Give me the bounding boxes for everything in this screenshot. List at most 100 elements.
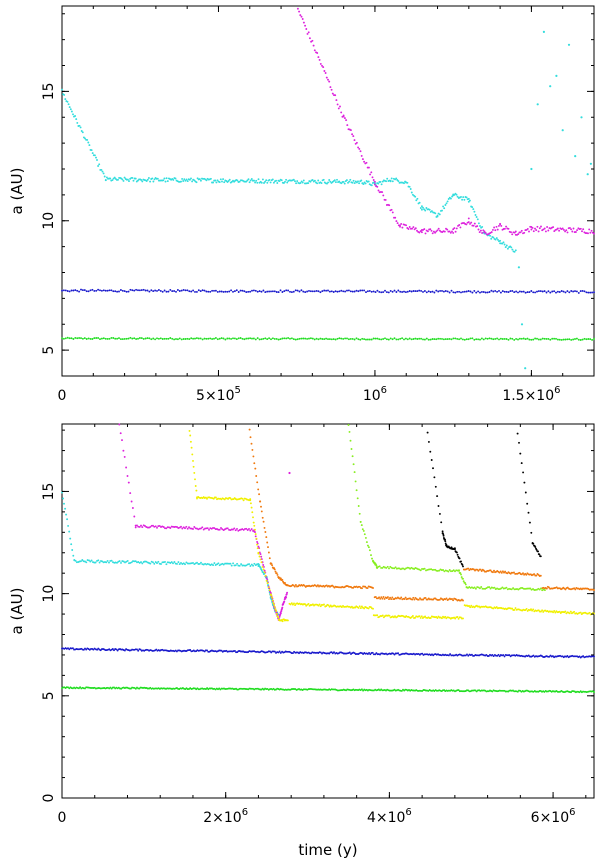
point — [432, 230, 435, 233]
point — [410, 290, 413, 293]
point — [496, 238, 499, 241]
point — [459, 572, 462, 574]
point — [586, 173, 589, 176]
point — [469, 222, 471, 225]
point — [492, 338, 495, 341]
point — [462, 599, 464, 602]
point — [472, 208, 475, 211]
point — [420, 337, 423, 340]
point — [272, 181, 275, 184]
point — [131, 507, 134, 509]
point — [269, 181, 272, 184]
point — [351, 290, 354, 293]
point — [520, 290, 523, 293]
point — [404, 596, 407, 599]
point — [330, 88, 333, 91]
point — [588, 228, 591, 231]
point — [299, 14, 302, 17]
point — [141, 526, 144, 529]
point — [270, 290, 272, 293]
point — [495, 606, 498, 609]
point — [97, 559, 100, 562]
point — [496, 337, 499, 340]
point — [555, 337, 557, 340]
point — [343, 117, 346, 120]
point — [228, 337, 231, 340]
point — [184, 563, 186, 566]
point — [220, 527, 222, 529]
point — [438, 213, 441, 216]
point — [581, 230, 583, 233]
point — [408, 337, 411, 340]
point — [241, 289, 244, 292]
point — [391, 338, 394, 341]
point — [134, 687, 137, 690]
point — [389, 180, 392, 183]
point — [278, 180, 281, 183]
point — [421, 652, 424, 655]
point — [75, 561, 78, 564]
point — [239, 337, 242, 339]
point — [536, 103, 539, 106]
point — [307, 182, 310, 185]
point — [66, 100, 69, 103]
point — [422, 598, 425, 601]
point — [317, 338, 320, 341]
point — [218, 337, 221, 340]
point — [475, 338, 478, 341]
point — [571, 230, 574, 233]
point — [580, 116, 583, 119]
point — [232, 562, 235, 565]
point — [418, 615, 421, 618]
point — [207, 290, 210, 293]
point — [513, 231, 516, 234]
point — [255, 475, 258, 477]
point — [133, 560, 136, 563]
point — [152, 180, 155, 183]
point — [386, 596, 389, 599]
point — [350, 448, 353, 450]
point — [456, 195, 459, 198]
point — [380, 338, 383, 341]
point — [494, 289, 497, 292]
point — [460, 573, 462, 576]
point — [496, 587, 499, 590]
point — [76, 121, 79, 124]
point — [229, 562, 232, 565]
point — [153, 562, 156, 565]
point — [503, 337, 506, 340]
point — [373, 183, 376, 186]
point — [81, 337, 84, 340]
point — [490, 289, 493, 292]
point — [354, 606, 357, 609]
bottom-x-ticks: 0 2×106 4×106 6×106 — [58, 424, 587, 826]
point — [530, 338, 533, 341]
point — [407, 228, 410, 230]
point — [214, 179, 217, 182]
point — [275, 572, 278, 575]
point — [194, 485, 197, 487]
point — [184, 179, 187, 182]
point — [138, 525, 141, 528]
point — [271, 290, 274, 293]
point — [163, 177, 166, 180]
point — [429, 450, 432, 453]
point — [197, 337, 200, 340]
point — [72, 289, 75, 292]
point — [469, 337, 472, 340]
point — [543, 337, 546, 340]
point — [509, 290, 512, 293]
point — [250, 528, 253, 531]
point — [524, 367, 527, 370]
point — [532, 338, 535, 341]
point — [292, 178, 295, 181]
point — [318, 603, 321, 606]
point — [133, 337, 136, 340]
point — [386, 565, 389, 568]
point — [450, 338, 453, 341]
point — [165, 527, 168, 530]
point — [245, 564, 248, 567]
point — [159, 289, 162, 292]
point — [383, 597, 386, 600]
point — [454, 337, 457, 340]
